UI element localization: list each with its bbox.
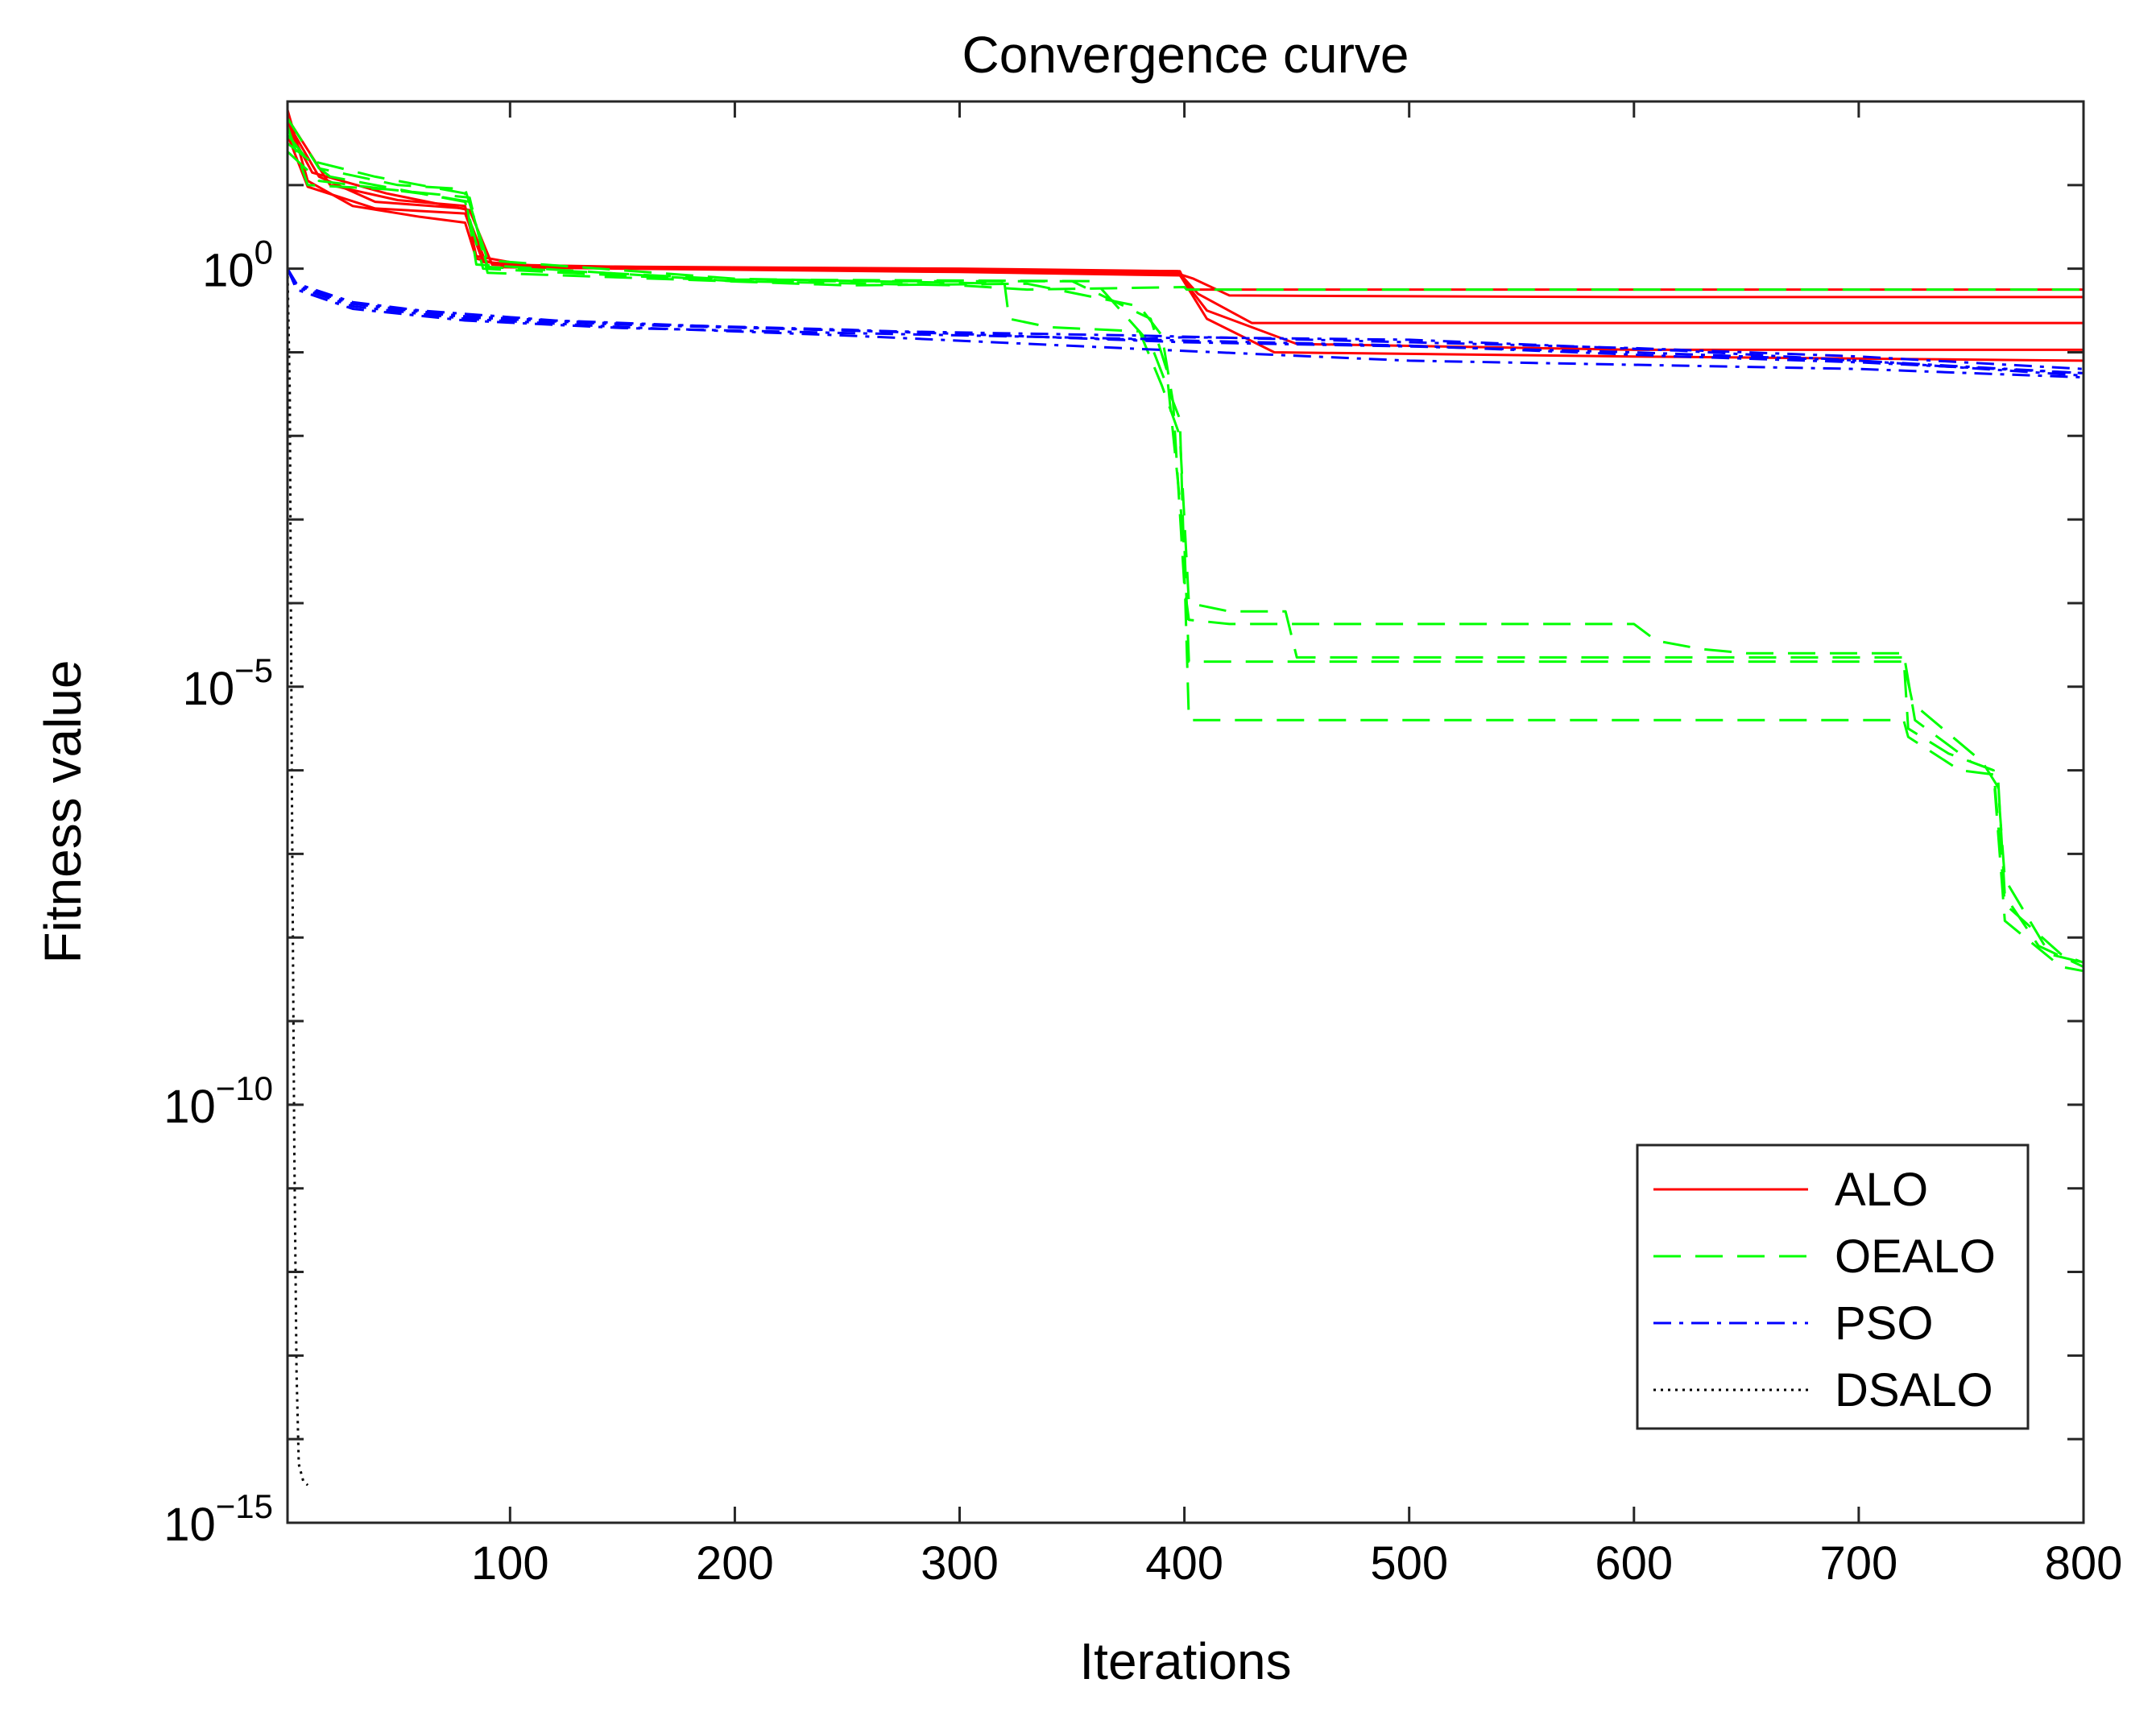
x-tick-label: 300 <box>921 1537 999 1590</box>
y-tick-label: 100 <box>202 234 273 297</box>
legend-label-pso: PSO <box>1835 1297 1934 1350</box>
x-tick-label: 700 <box>1820 1537 1898 1590</box>
x-tick-label: 500 <box>1370 1537 1448 1590</box>
axis-ticks: 100 200 300 400 500 600 700 800 100 10−5 10−10 10−1… <box>163 100 2123 1590</box>
legend-box <box>1636 1143 2030 1430</box>
x-axis-label: Iterations <box>1079 1632 1291 1690</box>
x-tick-label: 100 <box>471 1537 549 1590</box>
series-pso-run-5 <box>286 267 2084 374</box>
series-oealo-run-3 <box>286 126 2084 964</box>
plot-area <box>286 109 2084 1487</box>
legend-label-dsalo: DSALO <box>1835 1364 1993 1416</box>
series-alo-run-3 <box>286 122 2084 351</box>
y-tick-label: 10−15 <box>163 1487 273 1551</box>
x-tick-label: 400 <box>1145 1537 1223 1590</box>
y-tick-label: 10−10 <box>163 1069 273 1133</box>
y-axis-label: Fitness value <box>34 660 92 963</box>
series-alo-run-4 <box>286 117 2084 362</box>
x-tick-label: 800 <box>2045 1537 2123 1590</box>
chart-title: Convergence curve <box>962 26 1409 84</box>
legend: ALO OEALO PSO DSALO <box>1636 1143 2030 1430</box>
series-alo-run-5 <box>286 126 2084 292</box>
legend-label-oealo: OEALO <box>1835 1230 1996 1283</box>
legend-label-alo: ALO <box>1835 1164 1928 1216</box>
series-oealo-run-5 <box>286 151 2084 973</box>
series-pso-run-4 <box>286 267 2084 379</box>
x-tick-label: 600 <box>1595 1537 1673 1590</box>
y-tick-label: 10−5 <box>183 651 273 715</box>
x-tick-label: 200 <box>696 1537 774 1590</box>
